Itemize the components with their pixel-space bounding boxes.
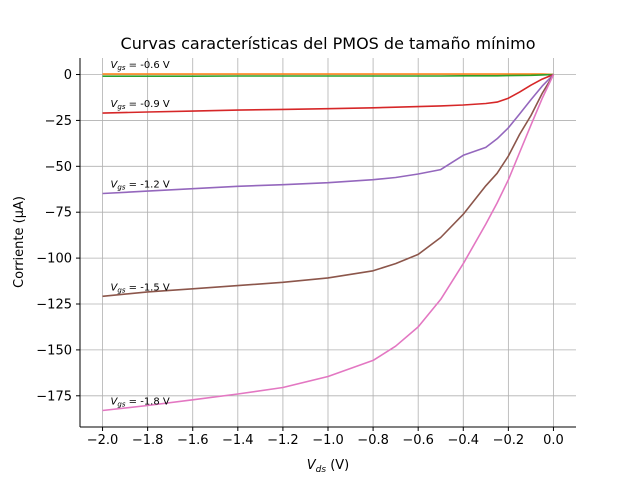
grid <box>80 58 576 427</box>
x-axis-label-sub: ds <box>316 465 327 475</box>
y-tick-label: 0 <box>64 68 72 83</box>
curve-label-1: Vgs = -0.6 V <box>111 60 170 72</box>
series-line-5 <box>102 74 555 298</box>
curve-label-5: Vgs = -1.5 V <box>111 282 170 294</box>
y-tick-label: −150 <box>36 343 72 358</box>
x-tick-label: 0.0 <box>543 433 564 448</box>
x-tick-label: −0.4 <box>447 433 479 448</box>
series-line-2 <box>102 73 554 77</box>
y-tick-label: −125 <box>36 298 72 313</box>
ticks: −2.0 −1.8 −1.6 −1.4 −1.2 −1.0 −0.8 −0.6 −0.4 −0.2… <box>36 68 564 448</box>
curve-label-3: Vgs = -0.9 V <box>111 99 170 111</box>
x-tick-label: −0.2 <box>493 433 525 448</box>
series-line-6 <box>102 74 555 412</box>
y-tick-label: −75 <box>45 206 72 221</box>
x-tick-label: −1.4 <box>222 433 254 448</box>
x-axis-label: Vds (V) <box>307 458 349 475</box>
y-tick-label: −50 <box>45 160 72 175</box>
x-tick-label: −0.8 <box>357 433 389 448</box>
x-axis-label-unit: (V) <box>326 458 349 473</box>
series-layer <box>102 73 555 412</box>
x-tick-label: −1.8 <box>132 433 164 448</box>
series-line-1 <box>102 73 554 76</box>
curve-labels: Vgs = -0.6 V Vgs = -0.9 V Vgs = -1.2 V Vgs … <box>111 60 170 409</box>
x-tick-label: −0.6 <box>402 433 434 448</box>
y-axis-label: Corriente (μA) <box>12 196 27 288</box>
y-tick-label: −175 <box>36 389 72 404</box>
x-tick-label: −1.0 <box>312 433 344 448</box>
x-tick-label: −1.2 <box>267 433 299 448</box>
series-line-4 <box>102 73 555 195</box>
y-tick-label: −100 <box>36 252 72 267</box>
chart-title: Curvas características del PMOS de tamañ… <box>121 34 536 53</box>
x-tick-label: −1.6 <box>177 433 209 448</box>
series-line-3 <box>102 73 554 114</box>
curve-label-6: Vgs = -1.8 V <box>111 396 170 408</box>
x-axis-label-main: V <box>307 458 317 473</box>
x-tick-label: −2.0 <box>87 433 119 448</box>
y-tick-label: −25 <box>45 114 72 129</box>
curve-label-4: Vgs = -1.2 V <box>111 179 170 191</box>
